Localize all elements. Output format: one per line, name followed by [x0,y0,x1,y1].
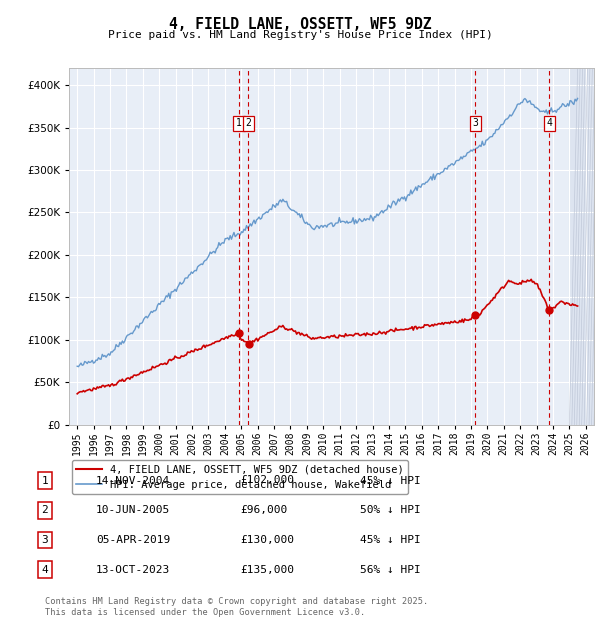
Text: 4: 4 [41,565,49,575]
Text: 4: 4 [547,118,553,128]
Text: Contains HM Land Registry data © Crown copyright and database right 2025.
This d: Contains HM Land Registry data © Crown c… [45,598,428,617]
Text: 56% ↓ HPI: 56% ↓ HPI [360,565,421,575]
Text: 10-JUN-2005: 10-JUN-2005 [96,505,170,515]
Text: 45% ↓ HPI: 45% ↓ HPI [360,476,421,485]
Text: 2: 2 [245,118,251,128]
Text: 45% ↓ HPI: 45% ↓ HPI [360,535,421,545]
Text: 14-NOV-2004: 14-NOV-2004 [96,476,170,485]
Text: 1: 1 [236,118,242,128]
Text: 4, FIELD LANE, OSSETT, WF5 9DZ: 4, FIELD LANE, OSSETT, WF5 9DZ [169,17,431,32]
Legend: 4, FIELD LANE, OSSETT, WF5 9DZ (detached house), HPI: Average price, detached ho: 4, FIELD LANE, OSSETT, WF5 9DZ (detached… [71,460,408,494]
Text: 13-OCT-2023: 13-OCT-2023 [96,565,170,575]
Text: £135,000: £135,000 [240,565,294,575]
Text: 1: 1 [41,476,49,485]
Text: 3: 3 [472,118,478,128]
Text: 2: 2 [41,505,49,515]
Text: 05-APR-2019: 05-APR-2019 [96,535,170,545]
Text: £96,000: £96,000 [240,505,287,515]
Text: £130,000: £130,000 [240,535,294,545]
Text: 3: 3 [41,535,49,545]
Text: 50% ↓ HPI: 50% ↓ HPI [360,505,421,515]
Text: £102,000: £102,000 [240,476,294,485]
Text: Price paid vs. HM Land Registry's House Price Index (HPI): Price paid vs. HM Land Registry's House … [107,30,493,40]
Bar [569,68,594,425]
